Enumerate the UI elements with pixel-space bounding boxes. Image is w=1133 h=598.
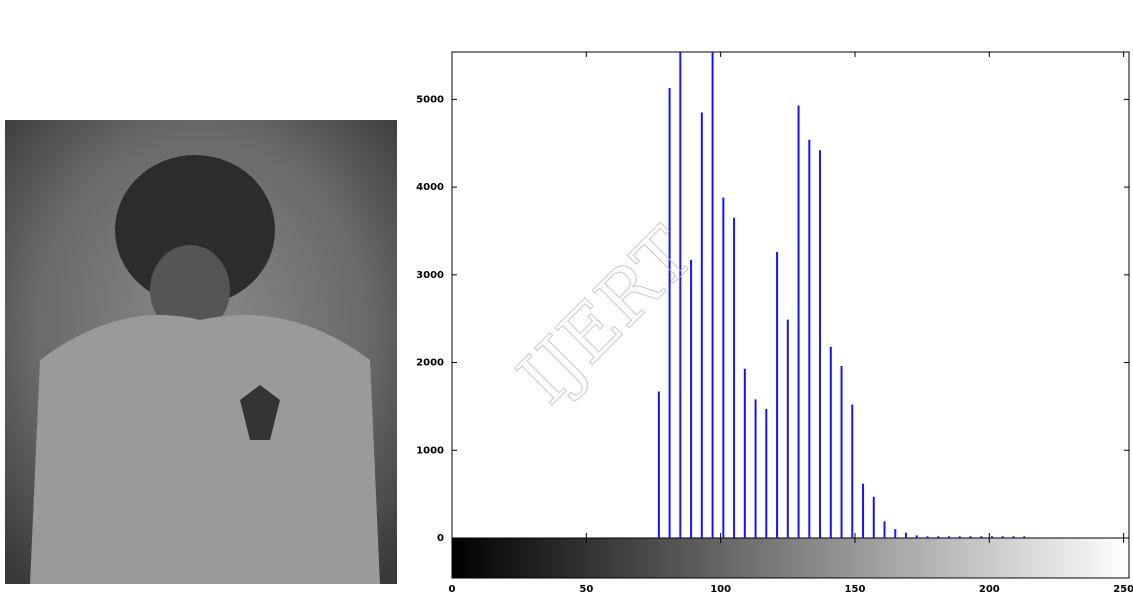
watermark: IJERT [502, 212, 710, 420]
x-tick-label: 200 [979, 584, 1000, 594]
y-tick-label: 2000 [416, 358, 444, 369]
x-tick-label: 0 [449, 584, 456, 594]
y-tick-label: 5000 [416, 94, 444, 105]
colorbar [451, 537, 1130, 579]
x-tick-label: 100 [710, 584, 731, 594]
y-tick-label: 0 [437, 533, 444, 544]
y-tick-label: 4000 [416, 182, 444, 193]
x-tick-label: 50 [579, 584, 593, 594]
y-tick-label: 3000 [416, 270, 444, 281]
x-tick-label: 150 [845, 584, 866, 594]
y-tick-label: 1000 [416, 445, 444, 456]
x-tick-label: 250 [1113, 584, 1133, 594]
plot-frame [451, 51, 1130, 539]
photo [5, 120, 397, 584]
